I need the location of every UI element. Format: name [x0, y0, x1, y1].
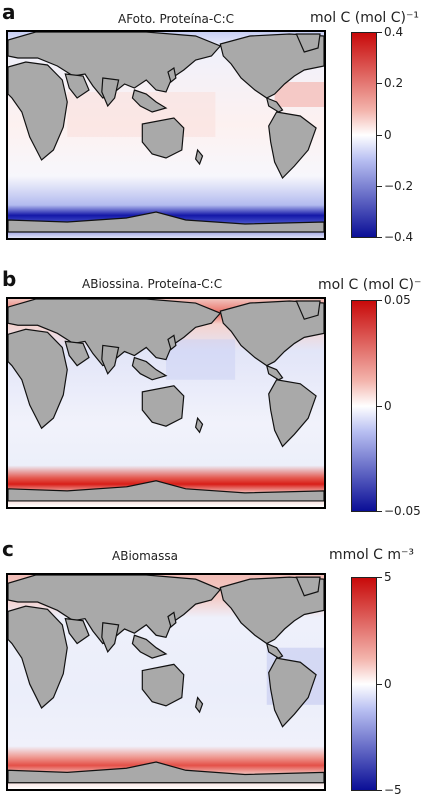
colorbar-tick	[377, 237, 382, 238]
colorbar-tick-label: −5	[384, 783, 402, 797]
colorbar-tick-label: 0	[384, 677, 392, 691]
world-map	[6, 297, 326, 509]
colorbar-tick-label: 5	[384, 570, 392, 584]
colorbar-tick	[377, 135, 382, 136]
colorbar-tick	[377, 790, 382, 791]
colorbar-tick	[377, 684, 382, 685]
panel-b: b ABiossina. Proteína-C:C mol C (mol C)⁻	[0, 265, 425, 525]
colorbar-tick	[377, 406, 382, 407]
world-map	[6, 30, 326, 240]
colorbar-tick-label: 0.4	[384, 25, 404, 39]
colorbar-tick-label: 0.2	[384, 76, 404, 90]
panel-a: a AFoto. Proteína-C:C mol C (mol C)⁻¹	[0, 0, 425, 260]
colorbar-tick-label: 0.05	[384, 293, 411, 307]
colorbar-tick-label: −0.4	[384, 230, 414, 244]
colorbar-tick	[377, 511, 382, 512]
colorbar	[351, 300, 377, 512]
panel-title: AFoto. Proteína-C:C	[118, 12, 235, 26]
colorbar-unit: mmol C m⁻³	[329, 547, 415, 563]
colorbar-tick-label: −0.2	[384, 179, 414, 193]
panel-c: c ABiomassa mmol C m⁻³	[0, 535, 425, 802]
panel-letter: a	[2, 0, 16, 24]
colorbar-tick-label: 0	[384, 399, 392, 413]
map-svg	[8, 299, 324, 507]
panel-title: ABiossina. Proteína-C:C	[82, 277, 223, 291]
colorbar-tick	[377, 83, 382, 84]
map-svg	[8, 32, 324, 238]
map-svg	[8, 575, 324, 789]
colorbar-tick-label: −0.05	[384, 504, 421, 518]
world-map	[6, 573, 326, 791]
colorbar-tick	[377, 32, 382, 33]
colorbar-tick-label: 0	[384, 128, 392, 142]
colorbar-tick	[377, 300, 382, 301]
panel-letter: b	[2, 267, 17, 291]
colorbar-unit: mol C (mol C)⁻¹	[310, 10, 420, 26]
colorbar	[351, 577, 377, 791]
panel-letter: c	[2, 537, 14, 561]
colorbar-tick	[377, 186, 382, 187]
panel-title: ABiomassa	[112, 549, 179, 563]
colorbar-unit: mol C (mol C)⁻	[318, 277, 422, 293]
colorbar	[351, 32, 377, 238]
colorbar-tick	[377, 577, 382, 578]
